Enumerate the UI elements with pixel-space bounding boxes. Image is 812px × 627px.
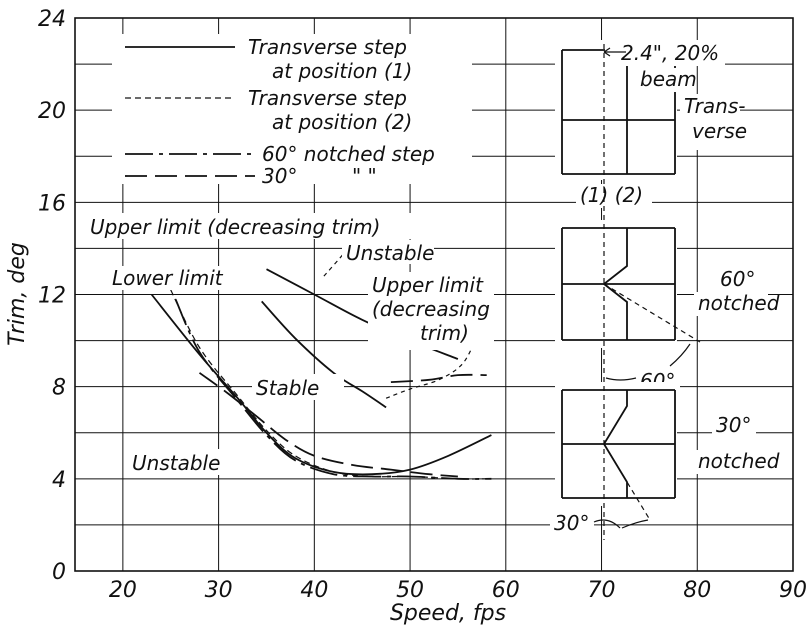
legend-label-4-ditto: " " — [352, 164, 377, 188]
sketch-60-outline — [561, 227, 676, 341]
x-tick-label: 80 — [683, 578, 711, 603]
x-tick-label: 50 — [396, 578, 424, 603]
y-tick-label: 12 — [38, 284, 66, 309]
sketch-30-outline — [561, 389, 676, 499]
y-axis-label: Trim, deg — [5, 242, 30, 346]
annotation-upper-title: Upper limit (decreasing trim) — [90, 215, 380, 239]
legend-label-1a: Transverse step — [248, 35, 407, 59]
sketch-30-label-b: notched — [698, 449, 780, 473]
series-line-upper-thindash-7 — [385, 335, 478, 399]
x-tick-label: 90 — [779, 578, 807, 603]
sketch-60-label-a: 60° — [720, 267, 755, 291]
sketch-dim-arrow — [603, 47, 626, 57]
x-tick-label: 30 — [205, 578, 233, 603]
y-tick-label: 20 — [38, 99, 66, 124]
sketch-trans-label-1: Trans- — [684, 94, 745, 118]
annotation-unstable-top: Unstable — [346, 241, 434, 265]
y-tick-label: 0 — [52, 560, 66, 585]
curves — [150, 248, 492, 480]
sketch-60-label-b: notched — [698, 291, 780, 315]
annotation-lower-limit: Lower limit — [112, 266, 224, 290]
x-axis-label: Speed, fps — [390, 601, 506, 626]
series-line-lower-longdash-3 — [198, 372, 458, 478]
annotation-stable: Stable — [256, 376, 319, 400]
sketch-60-extension — [603, 283, 701, 343]
annotation-upper-limit-3: trim) — [420, 321, 469, 345]
x-tick-label: 40 — [300, 578, 328, 603]
step-sketches: 2.4", 20% beam Trans- verse (1) (2) 60° … — [550, 40, 780, 540]
annotations: Upper limit (decreasing trim) Unstable L… — [86, 213, 494, 475]
plot-frame — [74, 17, 794, 572]
legend-label-1b: at position (1) — [272, 59, 412, 83]
legend-label-2a: Transverse step — [248, 86, 407, 110]
sketch-30-angle-arc — [593, 519, 649, 529]
y-tick-label: 24 — [38, 7, 66, 32]
sketch-trans-label-2: verse — [692, 119, 747, 143]
legend-label-2b: at position (2) — [272, 110, 412, 134]
x-tick-label: 70 — [588, 578, 616, 603]
sketch-60-angle-arc — [605, 343, 691, 381]
sketch-positions-label: (1) (2) — [580, 183, 643, 207]
legend-label-3: 60° notched step — [262, 142, 435, 166]
sketch-dim-label: 2.4", 20% — [621, 41, 719, 65]
annotation-upper-limit-1: Upper limit — [372, 273, 484, 297]
legend: Transverse step at position (1) Transver… — [112, 34, 472, 188]
sketch-30-extension — [603, 443, 651, 521]
x-tick-label: 60 — [492, 578, 520, 603]
series-line-lower-dashdot-2 — [174, 298, 492, 480]
series-line-upper-solid-5 — [261, 300, 387, 409]
y-tick-label: 8 — [52, 376, 66, 401]
x-tick-label: 20 — [109, 578, 137, 603]
y-tick-label: 16 — [38, 191, 66, 216]
sketch-30-label-a: 30° — [716, 413, 751, 437]
annotation-unstable-bottom: Unstable — [132, 451, 220, 475]
series-line-lower-solid-0 — [150, 293, 492, 476]
sketch-beam-label: beam — [640, 67, 697, 91]
annotation-upper-limit-2: (decreasing — [372, 297, 490, 321]
sketch-30-angle: 30° — [554, 511, 589, 535]
series-line-upper-longdash-6 — [390, 373, 487, 383]
legend-label-4: 30° — [262, 164, 297, 188]
tick-labels: 20 30 40 50 60 70 80 90 0 4 8 12 16 20 24 — [38, 7, 807, 603]
y-tick-label: 4 — [52, 468, 66, 493]
